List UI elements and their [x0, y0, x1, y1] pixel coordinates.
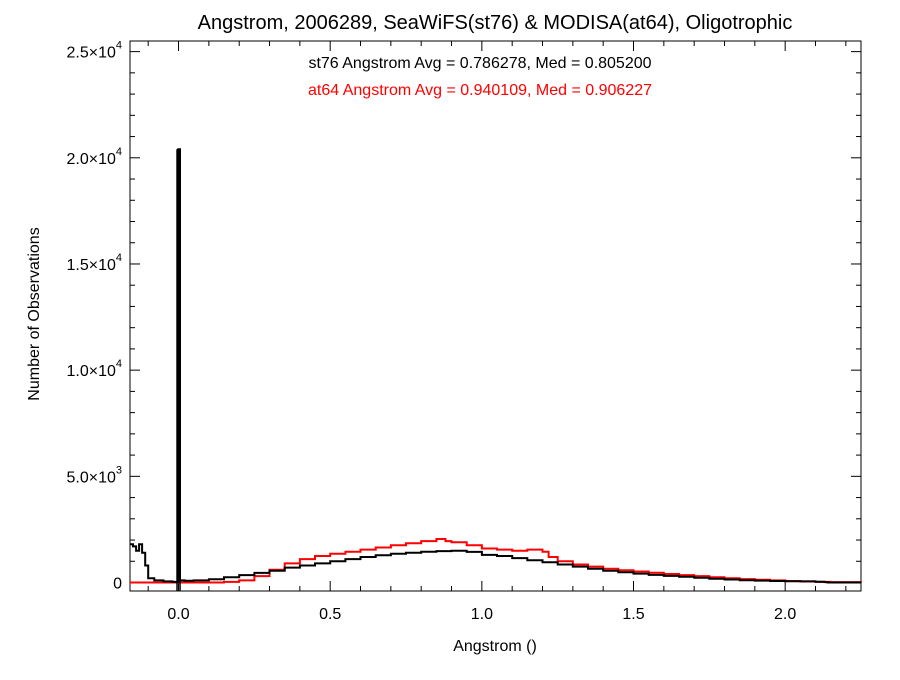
y-tick-exponent: 4 — [116, 146, 122, 158]
annotation-at64: at64 Angstrom Avg = 0.940109, Med = 0.90… — [308, 82, 652, 99]
y-axis-label: Number of Observations — [26, 227, 43, 400]
y-tick-label: 0 — [113, 576, 122, 593]
x-axis-ticks: 0.0 0.5 1.0 1.5 2.0 — [147, 41, 847, 623]
y-tick-label: 5.0×103 — [66, 464, 122, 486]
chart-title: Angstrom, 2006289, SeaWiFS(st76) & MODIS… — [198, 12, 793, 34]
y-tick-mantissa: 1.0×10 — [66, 363, 115, 380]
series-st76-histogram — [130, 148, 861, 584]
x-tick-label: 0.5 — [319, 606, 341, 623]
y-tick-exponent: 4 — [116, 252, 122, 264]
x-tick-label: 1.5 — [622, 606, 644, 623]
y-tick-mantissa: 0 — [113, 576, 122, 593]
y-tick-mantissa: 2.5×10 — [66, 45, 115, 62]
x-tick-label: 2.0 — [774, 606, 796, 623]
y-tick-label: 2.5×104 — [66, 40, 122, 62]
y-tick-mantissa: 5.0×10 — [66, 469, 115, 486]
y-tick-mantissa: 2.0×10 — [66, 151, 115, 168]
x-tick-label: 0.0 — [167, 606, 189, 623]
y-tick-exponent: 4 — [116, 40, 122, 52]
y-tick-label: 1.5×104 — [66, 252, 122, 274]
series-layer — [130, 148, 862, 591]
y-tick-exponent: 3 — [116, 464, 122, 476]
x-tick-label: 1.0 — [471, 606, 493, 623]
annotation-st76: st76 Angstrom Avg = 0.786278, Med = 0.80… — [308, 55, 651, 72]
y-tick-label: 1.0×104 — [66, 358, 122, 380]
plot-frame — [129, 40, 862, 592]
y-tick-exponent: 4 — [116, 358, 122, 370]
y-tick-mantissa: 1.5×10 — [66, 257, 115, 274]
x-axis-label: Angstrom () — [453, 638, 537, 655]
series-at64-histogram — [130, 538, 862, 584]
y-tick-label: 2.0×104 — [66, 146, 122, 168]
